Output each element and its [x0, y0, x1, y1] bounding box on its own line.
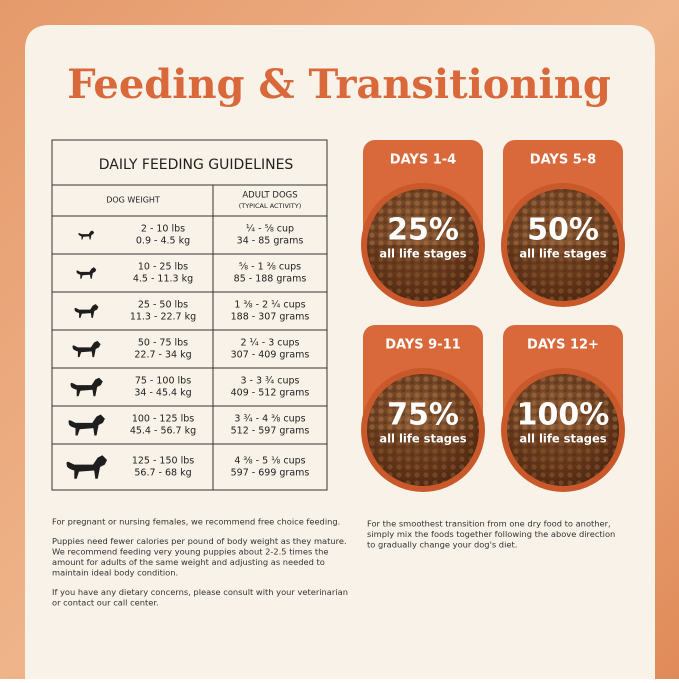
note-left: Puppies need fewer calories per pound of…	[52, 536, 347, 546]
weight-kg: 11.3 - 22.7 kg	[130, 312, 196, 323]
grams: 188 - 307 grams	[231, 312, 310, 323]
note-left: We recommend feeding very young puppies …	[52, 547, 329, 557]
grams: 409 - 512 grams	[231, 388, 310, 399]
shade	[367, 430, 479, 486]
kibble-texture	[507, 189, 619, 301]
cups: 4 ⅜ - 5 ⅛ cups	[234, 456, 305, 467]
grams: 34 - 85 grams	[237, 236, 304, 247]
weight-kg: 4.5 - 11.3 kg	[133, 274, 193, 285]
stage-label: all life stages	[379, 432, 466, 446]
stage-label: all life stages	[379, 247, 466, 261]
stage-percent: 75%	[387, 398, 459, 433]
kibble-texture	[507, 374, 619, 486]
stage-percent: 50%	[527, 213, 599, 248]
column-header: DOG WEIGHT	[106, 196, 160, 205]
cups: 3 ¾ - 4 ⅜ cups	[234, 414, 305, 425]
shade	[367, 245, 479, 301]
cups: 1 ⅜ - 2 ¼ cups	[234, 300, 305, 311]
kibble-texture	[367, 374, 479, 486]
stage-label: all life stages	[519, 432, 606, 446]
stage-days: DAYS 1-4	[390, 153, 456, 168]
weight-kg: 56.7 - 68 kg	[134, 468, 191, 479]
stage-label: all life stages	[519, 247, 606, 261]
weight-lbs: 25 - 50 lbs	[138, 300, 188, 311]
note-left: or contact our call center.	[52, 598, 159, 608]
note-left: amount for adults of the same weight and…	[52, 557, 325, 567]
stage-days: DAYS 5-8	[530, 153, 596, 168]
note-right: simply mix the foods together following …	[367, 529, 615, 539]
column-header: ADULT DOGS	[242, 191, 297, 201]
stage-percent: 25%	[387, 213, 459, 248]
grams: 85 - 188 grams	[234, 274, 307, 285]
weight-lbs: 50 - 75 lbs	[138, 338, 188, 349]
weight-lbs: 2 - 10 lbs	[141, 224, 185, 235]
weight-lbs: 75 - 100 lbs	[135, 376, 191, 387]
note-left: If you have any dietary concerns, please…	[52, 587, 348, 597]
note-right: to gradually change your dog's diet.	[367, 540, 517, 550]
shade	[507, 430, 619, 486]
table-frame	[51, 139, 328, 491]
grams: 307 - 409 grams	[231, 350, 310, 361]
column-subheader: (TYPICAL ACTIVITY)	[239, 202, 302, 210]
weight-lbs: 125 - 150 lbs	[132, 456, 194, 467]
weight-lbs: 10 - 25 lbs	[138, 262, 188, 273]
title: Feeding & Transitioning	[67, 61, 611, 108]
stage-days: DAYS 12+	[527, 338, 599, 353]
cups: 3 - 3 ¾ cups	[240, 376, 299, 387]
cups: ¼ - ⅝ cup	[246, 224, 294, 235]
card	[25, 25, 655, 679]
cups: ⅝ - 1 ⅜ cups	[239, 262, 301, 273]
grams: 512 - 597 grams	[231, 426, 310, 437]
weight-kg: 22.7 - 34 kg	[134, 350, 191, 361]
note-left: For pregnant or nursing females, we reco…	[52, 517, 340, 527]
weight-kg: 34 - 45.4 kg	[134, 388, 191, 399]
weight-kg: 45.4 - 56.7 kg	[130, 426, 196, 437]
weight-kg: 0.9 - 4.5 kg	[136, 236, 190, 247]
stage-percent: 100%	[517, 398, 610, 433]
shade	[507, 245, 619, 301]
weight-lbs: 100 - 125 lbs	[132, 414, 194, 425]
note-left: maintain ideal body condition.	[52, 568, 178, 578]
stage-days: DAYS 9-11	[385, 338, 460, 353]
cups: 2 ¼ - 3 cups	[240, 338, 299, 349]
note-right: For the smoothest transition from one dr…	[367, 519, 611, 529]
table-heading: DAILY FEEDING GUIDELINES	[99, 157, 294, 173]
grams: 597 - 699 grams	[231, 468, 310, 479]
kibble-texture	[367, 189, 479, 301]
